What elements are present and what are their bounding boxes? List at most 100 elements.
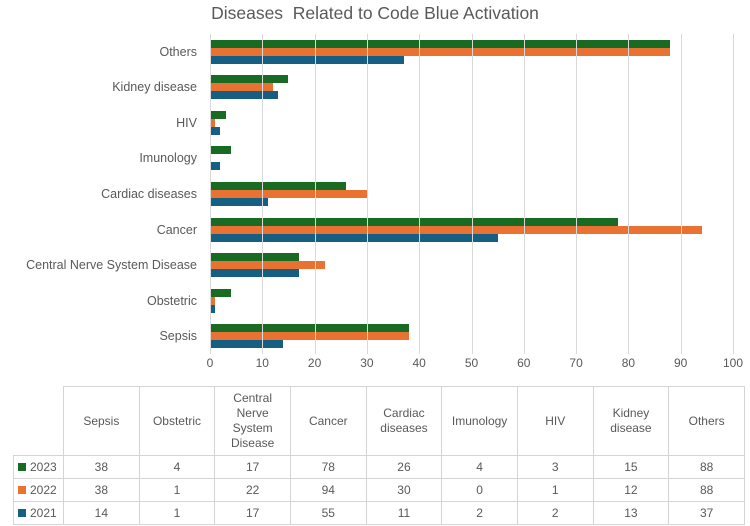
table-cell: 1 (138, 478, 216, 502)
x-axis: 0 10 20 30 40 50 60 70 80 90 100 (206, 356, 743, 372)
bar-2021 (210, 340, 284, 349)
table-cell: 30 (365, 478, 443, 502)
legend-label: 2021 (30, 505, 57, 520)
gridline (628, 34, 630, 354)
gridline (366, 34, 368, 354)
bar-2023 (210, 75, 289, 84)
table-cell: 26 (365, 455, 443, 479)
table-cell: 11 (365, 501, 443, 525)
gridline (576, 34, 578, 354)
table-cell: 55 (289, 501, 367, 525)
gridline (210, 34, 211, 354)
data-table-head: Sepsis Obstetric Central Nerve System Dise… (13, 386, 745, 456)
bar-2023 (210, 217, 618, 226)
table-cell: 4 (441, 455, 518, 479)
bar-2021 (210, 126, 221, 135)
table-cell: 88 (668, 478, 745, 502)
bar-group (210, 176, 733, 212)
x-tick-label: 100 (722, 356, 744, 370)
bar-2021 (210, 198, 268, 207)
x-tick-label: 20 (307, 356, 322, 370)
table-cell: 0 (441, 478, 518, 502)
category-label: Cardiac diseases (101, 187, 197, 202)
table-row-header: 2021 (13, 501, 64, 525)
gridline (523, 34, 525, 354)
data-table: Sepsis Obstetric Central Nerve System Dise… (13, 386, 745, 525)
table-cell: 88 (668, 455, 745, 479)
table-column-header: Kidney disease (592, 386, 670, 456)
table-cell: 2 (516, 501, 594, 525)
bar-2023 (210, 39, 671, 48)
table-cell: 17 (214, 455, 291, 479)
bar-2022 (210, 190, 367, 199)
bar-2021 (210, 269, 299, 278)
table-column-header: Central Nerve System Disease (214, 386, 291, 456)
category-label: Kidney disease (112, 80, 197, 95)
bar-2022 (210, 118, 216, 127)
table-cell: 1 (138, 501, 216, 525)
category-label: Sepsis (159, 329, 197, 344)
table-cell: 78 (289, 455, 367, 479)
bar-2022 (210, 261, 326, 270)
x-tick-label: 90 (674, 356, 688, 370)
gridline (419, 34, 421, 354)
bar-2022 (210, 332, 409, 341)
table-cell: 3 (516, 455, 594, 479)
table-corner-cell (13, 386, 64, 456)
category-label: Imunology (139, 151, 197, 166)
gridline (733, 34, 734, 354)
bar-2023 (210, 110, 226, 119)
gridline (471, 34, 473, 354)
bar-2022 (210, 83, 273, 92)
legend-label: 2022 (30, 482, 57, 497)
x-tick-label: 10 (255, 356, 269, 370)
table-cell: 38 (63, 455, 140, 479)
bar-group (210, 283, 733, 319)
bar-2021 (210, 304, 216, 313)
table-cell: 4 (138, 455, 216, 479)
table-column-header: Imunology (441, 386, 518, 456)
bar-2021 (210, 233, 498, 242)
table-row: 2023 38 4 17 78 26 4 3 15 88 (13, 455, 745, 479)
gridline (680, 34, 682, 354)
legend-marker-2023 (18, 462, 26, 471)
bar-2023 (210, 324, 409, 333)
bar-group (210, 70, 733, 106)
x-tick-label: 40 (412, 356, 426, 370)
bar-2023 (210, 253, 299, 262)
x-tick-label: 0 (206, 356, 214, 370)
bar-2021 (210, 55, 404, 64)
bar-2022 (210, 47, 671, 56)
x-tick-label: 70 (569, 356, 583, 370)
table-row: 2021 14 1 17 55 11 2 2 13 37 (13, 501, 745, 525)
legend-marker-2022 (18, 485, 26, 494)
bar-group (210, 247, 733, 283)
legend-label: 2023 (30, 459, 57, 474)
table-column-header: Cardiac diseases (365, 386, 443, 456)
table-cell: 22 (214, 478, 291, 502)
table-column-header: Sepsis (63, 386, 140, 456)
bar-rows (210, 34, 733, 354)
table-row: 2022 38 1 22 94 30 0 1 12 88 (13, 478, 745, 502)
bar-group (210, 319, 733, 355)
bar-2023 (210, 146, 231, 155)
table-column-header: HIV (516, 386, 594, 456)
category-label: Others (159, 44, 197, 59)
gridline (314, 34, 316, 354)
table-column-header: Obstetric (138, 386, 216, 456)
table-header-row: Sepsis Obstetric Central Nerve System Dise… (13, 386, 745, 456)
bar-group (210, 212, 733, 248)
category-labels: Others Kidney disease HIV Imunology Cardiac … (0, 34, 204, 354)
table-cell: 14 (63, 501, 140, 525)
bar-2021 (210, 162, 221, 171)
table-cell: 94 (289, 478, 367, 502)
bar-2021 (210, 91, 278, 100)
table-cell: 12 (592, 478, 670, 502)
table-cell: 13 (592, 501, 670, 525)
table-row-header: 2023 (13, 455, 64, 479)
category-label: Cancer (156, 222, 197, 237)
table-column-header: Cancer (289, 386, 367, 456)
bar-2022 (210, 296, 216, 305)
table-cell: 38 (63, 478, 140, 502)
